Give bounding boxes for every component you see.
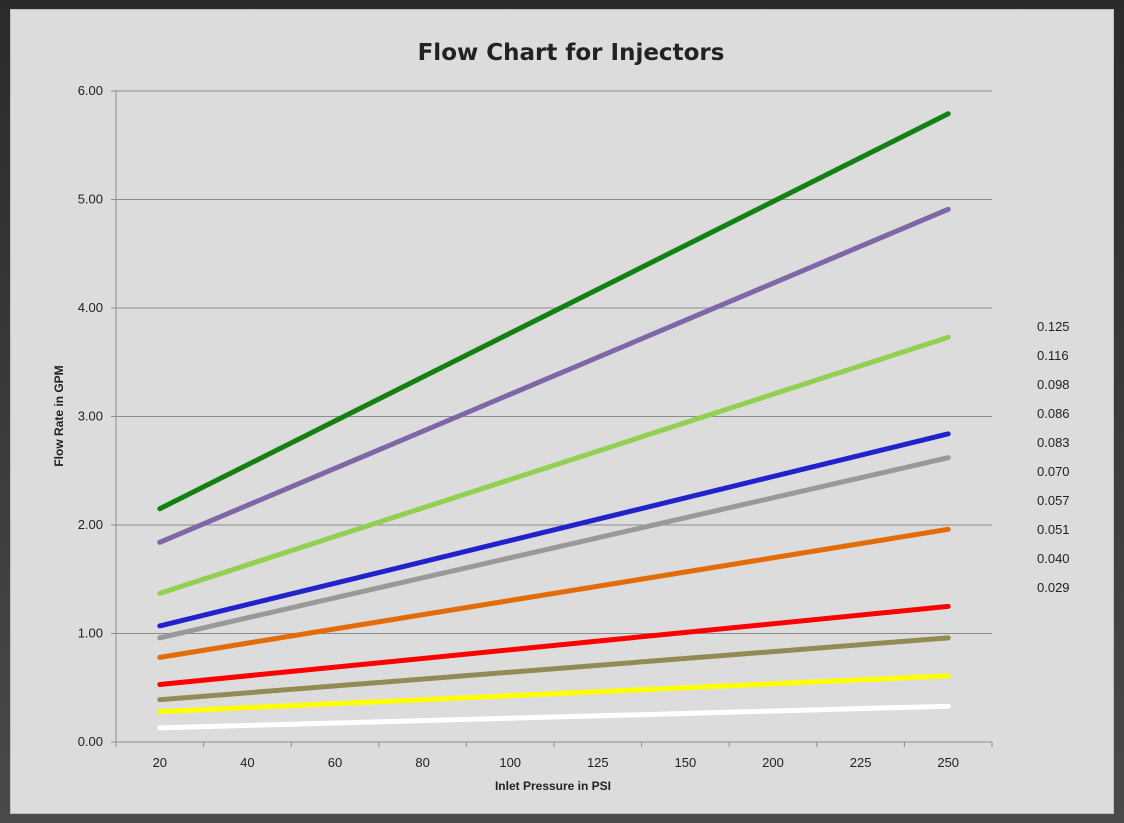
x-tick-label: 40: [240, 755, 254, 770]
series-line-10: [157, 703, 951, 731]
chart-title: Flow Chart for Injectors: [418, 40, 725, 66]
series-line-6: [157, 526, 951, 660]
y-tick-label: 3.00: [78, 409, 103, 424]
series-line-7: [157, 603, 951, 687]
legend-entry: 0.098: [1037, 377, 1070, 392]
series-line-8: [157, 635, 951, 703]
y-tick-label: 6.00: [78, 83, 103, 98]
x-axis-label: Inlet Pressure in PSI: [495, 779, 611, 793]
x-tick-label: 20: [153, 755, 167, 770]
legend: 0.125 0.116 0.098 0.086 0.083 0.070 0.057 0.051…: [1037, 319, 1070, 595]
x-tick-label: 225: [850, 755, 872, 770]
x-tick-label: 150: [675, 755, 697, 770]
y-tick-label: 4.00: [78, 300, 103, 315]
legend-entry: 0.051: [1037, 522, 1070, 537]
series-line-5: [157, 455, 951, 641]
legend-entry: 0.116: [1037, 348, 1069, 363]
series-lines: [157, 111, 951, 731]
legend-entry: 0.029: [1037, 580, 1070, 595]
x-tick-labels: 20 40 60 80 100 125 150 200 225 250: [153, 755, 959, 770]
x-tick-label: 200: [762, 755, 784, 770]
y-tick-label: 5.00: [78, 192, 103, 207]
series-line-2: [157, 206, 951, 545]
y-tick-label: 1.00: [78, 626, 103, 641]
gridlines: [116, 90, 992, 634]
axes: [111, 90, 993, 747]
series-line-9: [157, 673, 951, 715]
series-line-1: [157, 111, 951, 512]
y-tick-label: 0.00: [78, 734, 103, 749]
x-tick-label: 100: [499, 755, 521, 770]
legend-entry: 0.083: [1037, 435, 1070, 450]
legend-entry: 0.070: [1037, 464, 1070, 479]
legend-entry: 0.057: [1037, 493, 1070, 508]
series-line-4: [157, 431, 951, 629]
y-tick-labels: 0.00 1.00 2.00 3.00 4.00 5.00 6.00: [78, 83, 103, 749]
x-tick-label: 250: [937, 755, 959, 770]
legend-entry: 0.125: [1037, 319, 1070, 334]
x-tick-label: 80: [415, 755, 429, 770]
y-axis-label: Flow Rate in GPM: [52, 365, 66, 466]
series-line-3: [157, 334, 951, 596]
y-tick-label: 2.00: [78, 517, 103, 532]
x-tick-label: 125: [587, 755, 609, 770]
legend-entry: 0.040: [1037, 551, 1070, 566]
legend-entry: 0.086: [1037, 406, 1070, 421]
x-tick-label: 60: [328, 755, 342, 770]
